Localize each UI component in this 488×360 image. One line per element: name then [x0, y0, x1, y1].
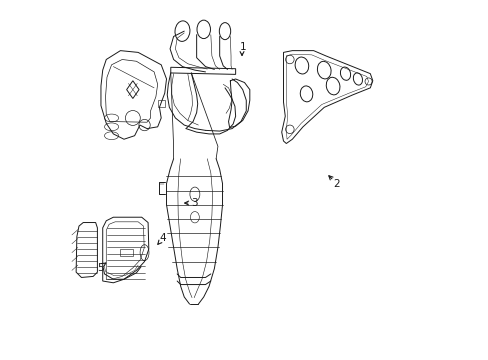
Text: 1: 1	[239, 42, 245, 52]
Text: 4: 4	[160, 234, 166, 243]
Text: 3: 3	[191, 198, 198, 208]
Text: 2: 2	[333, 179, 339, 189]
Text: 5: 5	[98, 263, 104, 273]
